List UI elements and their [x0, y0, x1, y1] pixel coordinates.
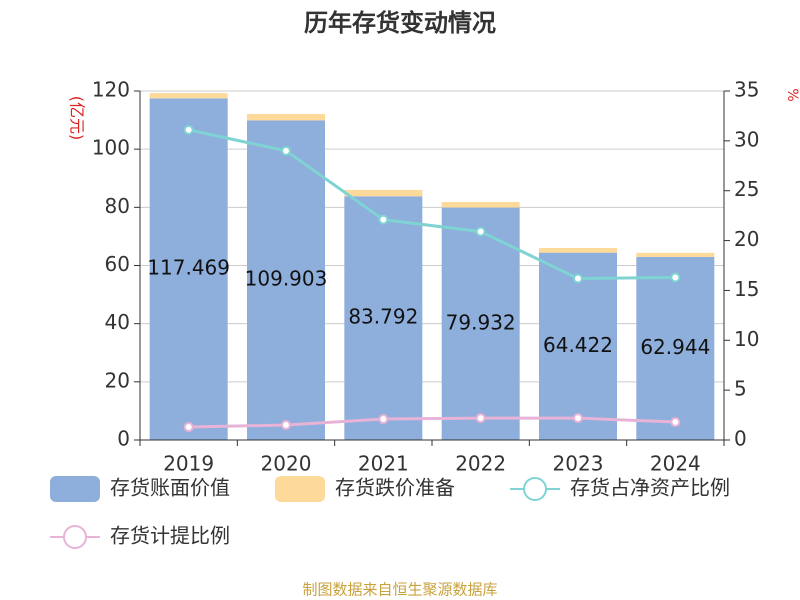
bar-segment [344, 189, 423, 197]
legend-marker [523, 477, 547, 501]
y2-tick-label: 25 [734, 177, 759, 201]
x-tick-label: 2024 [650, 452, 701, 476]
data-label: 109.903 [245, 267, 328, 291]
y2-tick-label: 0 [734, 427, 747, 451]
bar-segment [149, 93, 228, 99]
line-point [378, 214, 389, 225]
legend-swatch [50, 476, 100, 502]
line-point [281, 420, 291, 431]
line-point [475, 226, 486, 237]
legend-label: 存货计提比例 [110, 524, 230, 548]
data-label: 117.469 [147, 256, 230, 280]
bar-segment [636, 252, 715, 257]
y2-tick-label: 30 [734, 127, 759, 151]
y2-tick-label: 10 [734, 327, 759, 351]
legend-label: 存货账面价值 [110, 476, 230, 500]
y-tick-label: 120 [92, 78, 130, 102]
data-label: 83.792 [348, 305, 418, 329]
bar-segment [247, 113, 325, 121]
y-axis-label: (亿元) [68, 96, 87, 141]
line-series [188, 128, 676, 280]
line-point [183, 124, 194, 135]
bar-segment [149, 98, 228, 440]
bar-segment [539, 247, 617, 253]
y2-tick-label: 20 [734, 227, 759, 251]
data-label: 64.422 [543, 333, 613, 357]
y2-axis-label: % [784, 88, 800, 101]
x-tick-label: 2020 [261, 452, 312, 476]
data-label: 62.944 [640, 335, 710, 359]
y-tick-label: 0 [117, 427, 130, 451]
line-point [378, 414, 389, 425]
y-tick-label: 60 [105, 252, 130, 276]
legend-label: 存货跌价准备 [335, 476, 455, 500]
legend-label: 存货占净资产比例 [570, 476, 730, 500]
bar-segment [539, 252, 617, 440]
data-label: 79.932 [446, 310, 516, 334]
line-point [281, 145, 291, 156]
line-point [183, 422, 194, 433]
x-tick-label: 2023 [553, 452, 604, 476]
source-note: 制图数据来自恒生聚源数据库 [302, 581, 497, 599]
line-series [188, 416, 676, 429]
legend-marker [63, 525, 87, 549]
line-point [475, 413, 486, 424]
y-tick-label: 100 [92, 136, 130, 160]
bar-segment [344, 196, 423, 440]
line-point [573, 273, 583, 284]
x-tick-label: 2022 [455, 452, 506, 476]
bar-segment [441, 207, 520, 440]
line-point [670, 272, 681, 283]
y2-tick-label: 35 [734, 78, 759, 102]
bar-segment [247, 120, 325, 440]
y2-tick-label: 15 [734, 277, 759, 301]
legend-swatch [275, 476, 325, 502]
y-tick-label: 40 [105, 310, 130, 334]
bar-segment [441, 202, 520, 208]
chart-title: 历年存货变动情况 [304, 9, 496, 37]
bar-segment [636, 256, 715, 440]
y-tick-label: 20 [105, 368, 130, 392]
line-point [670, 417, 681, 428]
x-tick-label: 2019 [163, 452, 214, 476]
line-point [573, 413, 583, 424]
y-tick-label: 80 [105, 194, 130, 218]
y2-tick-label: 5 [734, 377, 747, 401]
x-tick-label: 2021 [358, 452, 409, 476]
